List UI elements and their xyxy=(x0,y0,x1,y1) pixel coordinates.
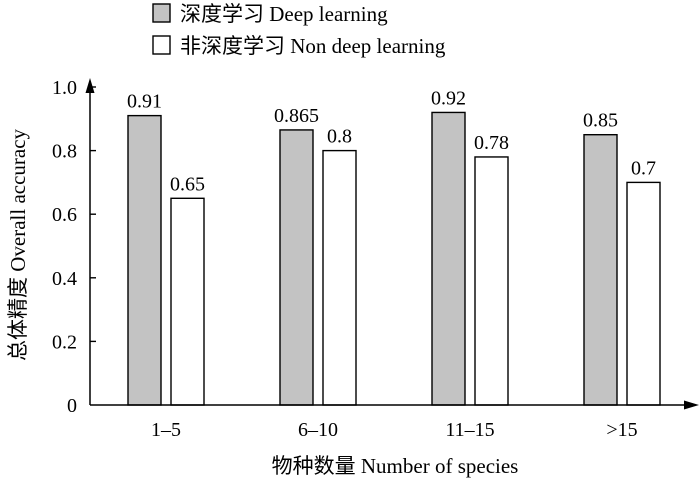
axes xyxy=(85,78,699,410)
legend-label-deep-learning: 深度学习 Deep learning xyxy=(180,2,388,26)
x-category-label: 6–10 xyxy=(298,419,338,441)
legend-label-non-deep-learning: 非深度学习 Non deep learning xyxy=(180,34,446,58)
x-axis-title: 物种数量 Number of species xyxy=(272,454,519,478)
bar-series-0-category-1 xyxy=(279,129,314,406)
legend: 深度学习 Deep learning 非深度学习 Non deep learni… xyxy=(152,2,446,58)
data-label-series-1-category-1: 0.8 xyxy=(327,126,352,148)
bars-layer xyxy=(127,111,661,406)
bar-series-1-category-3 xyxy=(626,181,661,406)
y-tick-label: 0.4 xyxy=(52,268,77,290)
x-category-label: 11–15 xyxy=(445,419,494,441)
x-axis-categories: 1–5 6–10 11–15 >15 xyxy=(151,419,638,441)
bar-series-0-category-0 xyxy=(127,114,162,406)
y-axis-title: 总体精度 Overall accuracy xyxy=(6,128,30,361)
bar-series-0-category-3 xyxy=(583,133,618,406)
bar-series-1-category-0 xyxy=(170,197,205,406)
x-axis-arrow-icon xyxy=(684,400,699,410)
y-tick-label: 0.6 xyxy=(52,204,77,226)
legend-swatch-deep-learning xyxy=(152,3,171,23)
y-axis-ticks: 0 0.2 0.4 0.6 0.8 1.0 xyxy=(52,77,96,417)
y-tick-label: 0 xyxy=(67,395,77,417)
data-labels-layer: 0.91 0.865 0.92 0.85 0.65 0.8 0.78 0.7 xyxy=(127,87,656,195)
legend-swatch-non-deep-learning xyxy=(152,35,171,55)
data-label-series-0-category-0: 0.91 xyxy=(127,91,162,113)
data-label-series-1-category-3: 0.7 xyxy=(631,157,656,179)
bar-series-1-category-1 xyxy=(322,149,357,406)
data-label-series-1-category-2: 0.78 xyxy=(474,132,509,154)
bar-series-0-category-2 xyxy=(431,111,466,406)
x-category-label: >15 xyxy=(606,419,637,441)
y-tick-label: 1.0 xyxy=(52,77,77,99)
bar-series-1-category-2 xyxy=(474,156,509,406)
data-label-series-0-category-2: 0.92 xyxy=(431,87,466,109)
data-label-series-1-category-0: 0.65 xyxy=(170,173,205,195)
y-tick-label: 0.8 xyxy=(52,141,77,163)
data-label-series-0-category-3: 0.85 xyxy=(583,110,618,132)
y-axis-arrow-icon xyxy=(85,78,95,93)
data-label-series-0-category-1: 0.865 xyxy=(274,105,319,127)
y-tick-label: 0.2 xyxy=(52,331,77,353)
x-category-label: 1–5 xyxy=(151,419,181,441)
